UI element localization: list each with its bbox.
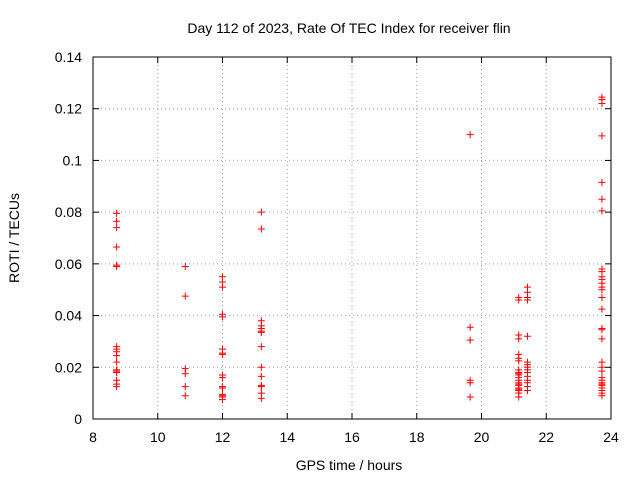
data-point	[515, 296, 523, 304]
y-tick-label: 0.02	[55, 359, 82, 375]
y-axis: 0 0.02 0.04 0.06 0.08 0.1 0.12 0.14	[55, 49, 611, 427]
y-tick-label: 0.04	[55, 308, 82, 324]
data-point	[113, 383, 121, 391]
x-axis: 8 10 12 14 16 18 20 22 24	[89, 57, 619, 445]
data-point	[219, 313, 226, 321]
data-point	[219, 350, 226, 358]
data-point	[113, 352, 121, 360]
data-point	[181, 383, 189, 391]
data-point	[181, 262, 189, 270]
data-point	[515, 335, 523, 343]
data-point	[598, 178, 606, 186]
data-point	[113, 368, 121, 376]
y-tick-label: 0.1	[63, 152, 83, 168]
data-point	[598, 207, 606, 215]
y-tick-label: 0.06	[55, 256, 82, 272]
data-point	[598, 305, 606, 313]
data-point	[466, 323, 474, 331]
data-point	[113, 358, 121, 366]
data-point	[523, 296, 531, 304]
data-point	[219, 374, 226, 382]
data-point	[219, 283, 226, 291]
x-tick-label: 14	[279, 429, 295, 445]
data-point	[113, 243, 121, 251]
data-point	[598, 367, 606, 375]
y-axis-label: ROTI / TECUs	[6, 193, 22, 283]
data-point	[113, 262, 121, 270]
data-point	[598, 195, 606, 203]
y-tick-label: 0.08	[55, 204, 82, 220]
x-tick-label: 12	[215, 429, 231, 445]
data-point	[598, 132, 606, 140]
data-points	[113, 93, 606, 404]
data-point	[257, 208, 265, 216]
y-tick-label: 0	[74, 411, 82, 427]
data-point	[219, 384, 226, 392]
data-point	[113, 209, 121, 217]
x-tick-label: 16	[344, 429, 360, 445]
data-point	[257, 343, 265, 351]
data-point	[598, 293, 606, 301]
data-point	[466, 393, 474, 401]
data-point	[257, 363, 265, 371]
data-point	[113, 224, 121, 232]
data-point	[466, 131, 474, 139]
data-point	[257, 328, 265, 336]
x-tick-label: 20	[474, 429, 490, 445]
data-point	[598, 326, 606, 334]
x-tick-label: 10	[150, 429, 166, 445]
x-tick-label: 22	[538, 429, 554, 445]
data-point	[181, 292, 189, 300]
data-point	[515, 357, 523, 365]
x-tick-label: 8	[89, 429, 97, 445]
y-tick-label: 0.12	[55, 101, 82, 117]
data-point	[257, 394, 265, 402]
data-point	[113, 217, 121, 225]
data-point	[523, 387, 531, 395]
x-tick-label: 24	[603, 429, 619, 445]
data-point	[466, 336, 474, 344]
data-point	[466, 379, 474, 387]
grid-lines	[93, 57, 611, 419]
data-point	[181, 392, 189, 400]
x-tick-label: 18	[409, 429, 425, 445]
data-point	[523, 332, 531, 340]
data-point	[598, 100, 606, 108]
data-point	[598, 335, 606, 343]
data-point	[257, 383, 265, 391]
data-point	[257, 372, 265, 380]
y-tick-label: 0.14	[55, 49, 82, 65]
x-axis-label: GPS time / hours	[296, 457, 403, 473]
chart-title: Day 112 of 2023, Rate Of TEC Index for r…	[187, 20, 510, 36]
data-point	[219, 396, 226, 404]
data-point	[515, 393, 523, 401]
data-point	[598, 392, 606, 400]
data-point	[257, 225, 265, 233]
data-point	[598, 286, 606, 294]
data-point	[181, 370, 189, 378]
